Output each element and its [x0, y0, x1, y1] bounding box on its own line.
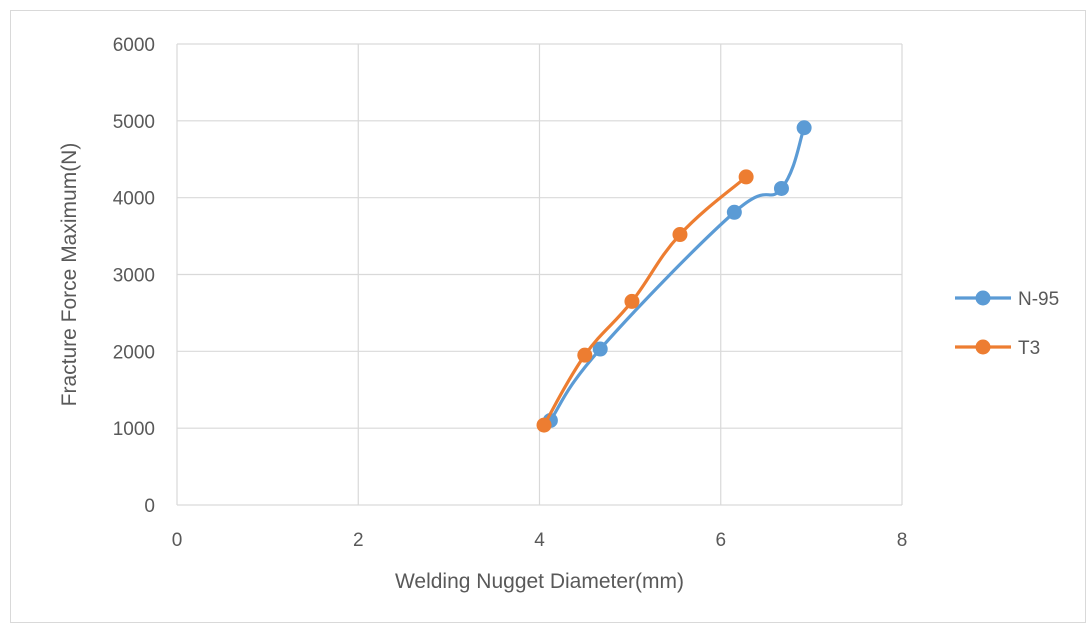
legend-item-n-95: N-95 [955, 289, 1059, 310]
legend: N-95 T3 [955, 289, 1059, 359]
y-tick-label-0: 0 [144, 496, 155, 517]
y-tick-label-4000: 4000 [113, 189, 155, 210]
x-axis-ticks: 0 2 4 6 8 [172, 530, 908, 551]
data-point-t3-0 [536, 417, 552, 433]
legend-label-t3: T3 [1018, 338, 1040, 359]
data-point-t3-2 [624, 293, 640, 309]
x-tick-label-6: 6 [715, 530, 726, 551]
legend-label-n-95: N-95 [1018, 289, 1059, 310]
y-tick-label-5000: 5000 [113, 112, 155, 133]
data-point-t3-4 [738, 169, 754, 185]
data-point-t3-3 [672, 227, 688, 243]
y-tick-label-2000: 2000 [113, 342, 155, 363]
data-point-n-95-1 [592, 341, 608, 357]
data-point-t3-1 [577, 347, 593, 363]
y-tick-label-1000: 1000 [113, 419, 155, 440]
x-tick-label-8: 8 [897, 530, 908, 551]
data-point-n-95-3 [773, 180, 789, 196]
x-tick-label-2: 2 [353, 530, 364, 551]
data-point-n-95-2 [726, 204, 742, 220]
y-tick-label-6000: 6000 [113, 35, 155, 56]
series-t3 [536, 169, 754, 433]
legend-marker-t3 [975, 339, 991, 355]
y-axis-ticks: 0 1000 2000 3000 4000 5000 6000 [113, 35, 155, 517]
series-line-n-95 [548, 126, 806, 423]
legend-item-t3: T3 [955, 338, 1040, 359]
series-n-95 [542, 120, 812, 428]
legend-marker-n-95 [975, 290, 991, 306]
y-axis-title: Fracture Force Maximum(N) [58, 143, 81, 407]
data-point-n-95-4 [796, 120, 812, 136]
chart-frame [10, 10, 1086, 623]
x-tick-label-0: 0 [172, 530, 183, 551]
series-layer [536, 120, 812, 433]
x-axis-title: Welding Nugget Diameter(mm) [395, 570, 684, 593]
gridlines [176, 43, 903, 506]
x-tick-label-4: 4 [534, 530, 545, 551]
y-tick-label-3000: 3000 [113, 266, 155, 287]
